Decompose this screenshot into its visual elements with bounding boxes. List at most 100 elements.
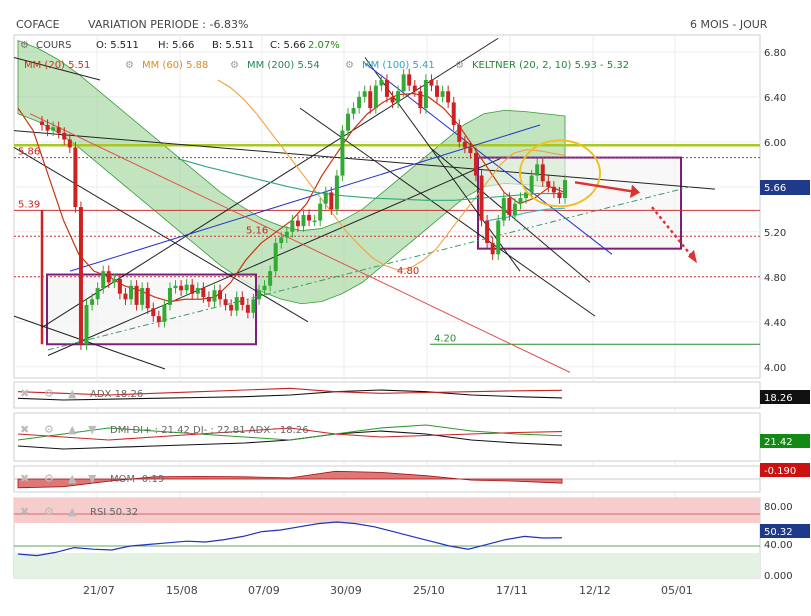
legend-close: C: 5.66 xyxy=(270,40,306,51)
period-label[interactable]: 6 MOIS - JOUR xyxy=(690,18,768,31)
support-dashdot-line xyxy=(47,186,691,351)
instrument-name: COFACE xyxy=(16,18,60,31)
x-tick-label: 05/01 xyxy=(661,584,693,597)
candle-body xyxy=(162,304,167,322)
arrow-up-icon[interactable]: ▲ xyxy=(68,505,77,518)
close-icon[interactable]: ✖ xyxy=(20,423,29,436)
candle-body xyxy=(56,127,61,133)
candle-body xyxy=(563,180,567,199)
gear-icon: ⚙ xyxy=(455,60,464,71)
candle-body xyxy=(117,279,122,294)
dmi-diminus-line xyxy=(17,427,563,441)
x-tick-label: 17/11 xyxy=(496,584,528,597)
candle-body xyxy=(373,85,378,109)
candle-body xyxy=(290,220,295,232)
legend-mm20: MM (20) 5.51 xyxy=(24,60,90,71)
close-icon[interactable]: ✖ xyxy=(20,387,29,400)
candle-body xyxy=(390,96,395,103)
candle-body xyxy=(251,299,256,313)
candle-body xyxy=(51,127,56,131)
candle-body xyxy=(379,79,384,86)
y-tick-label: 6.80 xyxy=(764,48,786,59)
gear-icon[interactable]: ⚙ xyxy=(44,505,54,518)
legend-keltner: KELTNER (20, 2, 10) 5.93 - 5.32 xyxy=(472,60,629,71)
x-tick-label: 30/09 xyxy=(330,584,362,597)
candle-body xyxy=(151,308,156,317)
arrow-head-right xyxy=(630,184,640,199)
rsi-oversold-band xyxy=(14,553,760,578)
candle-body xyxy=(78,207,83,345)
gear-icon[interactable]: ⚙ xyxy=(44,423,54,436)
legend-mm60: MM (60) 5.88 xyxy=(142,60,208,71)
candle-body xyxy=(201,288,206,298)
rsi-tick-80: 80.00 xyxy=(764,502,793,513)
candle-body xyxy=(179,285,184,291)
rsi-series xyxy=(14,513,760,557)
y-axis: 6.806.406.005.605.204.804.404.00 xyxy=(764,48,786,374)
arrow-down-icon[interactable]: ▼ xyxy=(88,423,97,436)
red-trend-line xyxy=(29,113,571,373)
candle-body xyxy=(45,124,50,131)
legend-high: H: 5.66 xyxy=(158,40,194,51)
y-tick-label: 4.00 xyxy=(764,363,786,374)
candle-body xyxy=(106,271,111,283)
legend-row-1: ⚙ COURS O: 5.511 H: 5.66 B: 5.511 C: 5.6… xyxy=(20,40,340,51)
trend-line xyxy=(13,315,166,370)
gear-icon[interactable]: ⚙ xyxy=(44,387,54,400)
candle-body xyxy=(173,285,178,289)
level-label-l586: 5.86 xyxy=(18,147,40,158)
rsi-tick-0: 0.000 xyxy=(764,571,793,582)
mm200-line xyxy=(177,158,565,201)
dmi-diplus-line xyxy=(17,424,563,441)
level-label-l480: 4.80 xyxy=(397,266,419,277)
mom-value-tag xyxy=(760,463,810,477)
candle-body xyxy=(396,91,401,103)
candle-body xyxy=(323,192,328,204)
candle-body xyxy=(546,181,551,187)
current-price-tag xyxy=(760,180,810,195)
legend-mm100: MM (100) 5.41 xyxy=(362,60,435,71)
candle-body xyxy=(229,304,234,311)
candle-body xyxy=(223,299,228,305)
candle-body xyxy=(134,285,139,305)
x-tick-label: 15/08 xyxy=(166,584,198,597)
arrow-up-icon[interactable]: ▲ xyxy=(68,423,77,436)
candle-body xyxy=(490,243,495,255)
candle-body xyxy=(340,130,345,176)
y-tick-label: 4.40 xyxy=(764,318,786,329)
candle-body xyxy=(346,113,351,131)
highlight-circle xyxy=(519,139,601,208)
candle-body xyxy=(256,290,261,300)
trend-line xyxy=(299,107,596,317)
candle-body xyxy=(218,290,223,300)
close-icon[interactable]: ✖ xyxy=(20,472,29,485)
close-icon[interactable]: ✖ xyxy=(20,505,29,518)
candle-body xyxy=(40,121,44,125)
mm100-line xyxy=(487,207,566,222)
gear-icon: ⚙ xyxy=(345,60,354,71)
candle-body xyxy=(529,175,534,193)
x-tick-label: 25/10 xyxy=(413,584,445,597)
candle-body xyxy=(268,271,273,286)
gear-icon[interactable]: ⚙ xyxy=(44,472,54,485)
mom-value: -0.190 xyxy=(764,466,796,477)
candle-body xyxy=(112,279,117,283)
candle-body xyxy=(95,288,100,300)
candle-body xyxy=(73,147,78,208)
trend-line xyxy=(13,130,716,190)
candle-body xyxy=(129,285,134,300)
candle-body xyxy=(140,288,145,305)
mm60-line xyxy=(217,79,566,271)
arrow-up-icon[interactable]: ▲ xyxy=(68,472,77,485)
gear-icon: ⚙ xyxy=(230,60,239,71)
candle-body xyxy=(384,79,389,97)
mom-label: MOM -0.19 xyxy=(110,474,164,485)
arrow-up-icon[interactable]: ▲ xyxy=(68,387,77,400)
arrow-down-icon[interactable]: ▼ xyxy=(88,472,97,485)
candle-body xyxy=(440,91,445,97)
current-price-label: 5.66 xyxy=(764,183,786,194)
trend-line xyxy=(364,57,521,272)
candle-body xyxy=(412,85,417,92)
